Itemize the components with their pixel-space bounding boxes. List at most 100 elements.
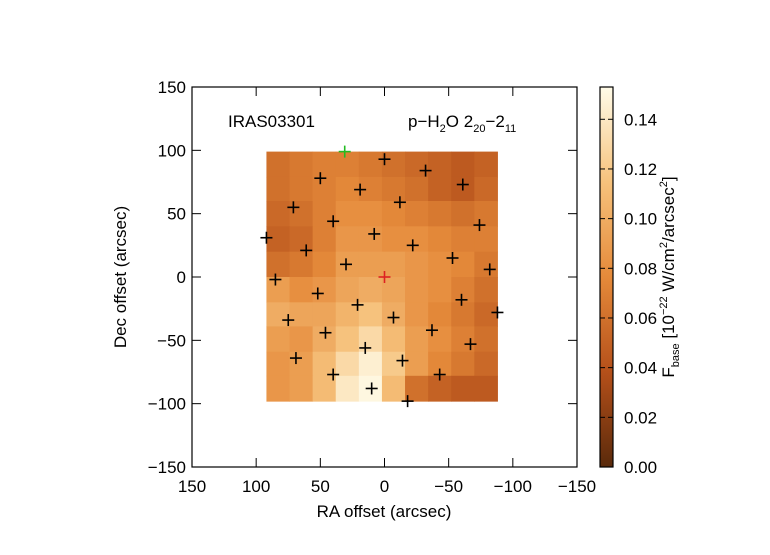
position-marker	[354, 183, 367, 196]
position-marker	[340, 258, 352, 271]
heatmap-cell	[266, 151, 291, 178]
heatmap-cell	[405, 176, 429, 202]
heatmap-cell	[289, 277, 314, 303]
heatmap-cell	[428, 302, 452, 327]
colorbar-tick-label: 0.00	[624, 458, 657, 477]
heatmap-cell	[358, 176, 383, 202]
heatmap-cell	[358, 351, 383, 377]
heatmap-cell	[312, 226, 337, 253]
heatmap-cell	[358, 226, 383, 253]
position-marker	[473, 219, 486, 232]
colorbar-tick-label: 0.02	[624, 408, 657, 427]
y-tick-label: −100	[148, 395, 186, 414]
heatmap-cell	[381, 351, 406, 377]
heatmap-cell	[335, 176, 360, 202]
heatmap-cell	[335, 351, 360, 377]
position-marker	[491, 306, 504, 319]
x-axis-label: RA offset (arcsec)	[317, 502, 452, 521]
position-marker	[433, 368, 446, 381]
heatmap-cell	[405, 277, 429, 303]
colorbar-tick-label: 0.08	[624, 259, 657, 278]
heatmap-cell	[405, 226, 429, 253]
position-marker	[378, 153, 391, 166]
position-marker	[387, 311, 400, 324]
text-part: O 2	[446, 112, 473, 131]
text-part: base	[670, 343, 682, 367]
text-part: /arcsec	[659, 187, 678, 242]
position-marker	[260, 231, 273, 244]
position-marker	[446, 252, 459, 264]
position-marker	[327, 215, 340, 228]
heatmap-cell	[381, 375, 406, 402]
heatmap-cell	[335, 375, 360, 402]
position-marker	[287, 201, 300, 214]
y-tick-label: 0	[177, 268, 186, 287]
heatmap-cell	[266, 277, 291, 303]
heatmap-cell	[289, 351, 314, 377]
heatmap-cell	[266, 176, 291, 202]
position-marker	[419, 164, 432, 177]
colorbar-label: Fbase [10−22 W/cm2/arcsec2]	[658, 176, 682, 377]
heatmap-cell	[405, 326, 429, 353]
x-tick-label: 50	[311, 477, 330, 496]
heatmap-cell	[474, 201, 498, 227]
heatmap-cell	[451, 326, 475, 353]
heatmap-cell	[451, 277, 475, 303]
heatmap-cell	[266, 326, 291, 353]
heatmap-cell	[381, 326, 406, 353]
position-marker	[378, 271, 391, 283]
x-tick-label: 150	[178, 477, 206, 496]
heatmap-cell	[358, 277, 383, 303]
colorbar-tick-label: 0.14	[624, 110, 657, 129]
heatmap-cell	[381, 151, 406, 178]
x-tick-label: −100	[494, 477, 532, 496]
markers	[260, 145, 504, 408]
position-marker	[300, 244, 313, 257]
heatmap-cell	[428, 176, 452, 202]
x-tick-label: −50	[434, 477, 463, 496]
heatmap-cell	[474, 226, 498, 253]
heatmap-cell	[266, 375, 291, 402]
position-marker	[319, 326, 332, 339]
text-part: 20	[473, 123, 485, 135]
position-marker	[396, 354, 409, 367]
position-marker	[425, 324, 438, 337]
text-part: p−H	[408, 112, 440, 131]
heatmap-cell	[266, 251, 291, 278]
heatmap-cell	[312, 176, 337, 202]
text-part: IRAS03301	[228, 112, 315, 131]
heatmap-cell	[428, 351, 452, 377]
x-tick-label: −150	[558, 477, 596, 496]
text-part: 2	[440, 123, 446, 135]
position-marker	[401, 395, 414, 408]
position-marker	[464, 338, 477, 351]
heatmap-cell	[474, 251, 498, 278]
heatmap-cell	[474, 375, 498, 402]
heatmap-cell	[266, 201, 291, 227]
heatmap-cell	[428, 326, 452, 353]
heatmap-cell	[335, 226, 360, 253]
text-part: ]	[659, 176, 678, 181]
y-tick-label: 50	[167, 205, 186, 224]
colorbar-tick-label: 0.10	[624, 210, 657, 229]
heatmap-cell	[312, 326, 337, 353]
heatmap-cell	[358, 151, 383, 178]
heatmap-cell	[474, 302, 498, 327]
annotation: IRAS03301	[228, 112, 315, 131]
text-part: 2	[658, 242, 670, 248]
heatmap-cell	[289, 151, 314, 178]
text-part: [10	[659, 315, 678, 343]
heatmap-cell	[474, 176, 498, 202]
heatmap-cell	[312, 351, 337, 377]
heatmap-cell	[335, 151, 360, 178]
heatmap-cell	[405, 375, 429, 402]
heatmap-cell	[405, 251, 429, 278]
heatmap-cell	[312, 302, 337, 327]
x-tick-label: 100	[242, 477, 270, 496]
heatmap-cell	[289, 176, 314, 202]
text-part: −22	[658, 296, 670, 315]
heatmap-cell	[266, 351, 291, 377]
heatmap-cell	[405, 302, 429, 327]
heatmap-cell	[312, 201, 337, 227]
